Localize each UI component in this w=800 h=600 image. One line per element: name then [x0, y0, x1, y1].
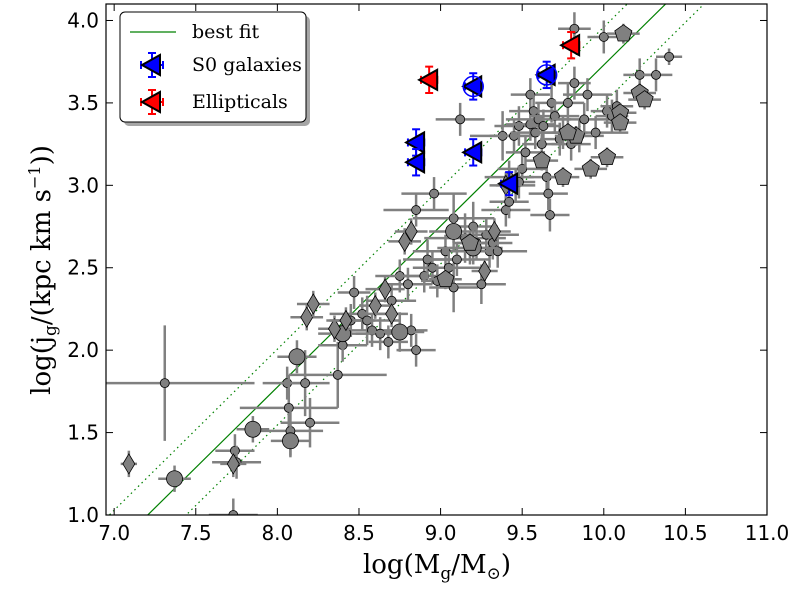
galaxy-point-diamond [220, 450, 247, 478]
galaxy-point-diamond [120, 450, 138, 478]
galaxy-point-circle [528, 177, 568, 211]
data-points-layer [106, 12, 683, 515]
s0-galaxy-point [497, 171, 519, 197]
galaxy-point-circle [280, 397, 340, 448]
galaxy-point-circle [435, 102, 485, 136]
galaxy-point-diamond [375, 300, 408, 328]
galaxy-point-circle [396, 333, 436, 367]
s0-highlight-ring [535, 64, 558, 86]
galaxy-point-circle [509, 94, 559, 128]
galaxy-point-circle [106, 325, 255, 441]
axis-ticks: 7.0 7.5 8.0 8.5 9.0 9.5 10.0 10.5 11.0 1.0 1.5 2.0 2… [67, 4, 789, 545]
y-axis-label: log(jg/(kpc km s−1)) [25, 145, 61, 395]
galaxy-point-pentagon [590, 147, 624, 168]
galaxy-point-big-circle [158, 465, 191, 492]
x-tick-label: 9.5 [506, 521, 538, 545]
galaxy-point-pentagon [453, 233, 487, 253]
galaxy-point-circle [551, 83, 585, 123]
x-tick-label: 7.5 [180, 521, 212, 545]
legend-elliptical-marker [139, 89, 164, 115]
y-tick-label: 1.0 [67, 503, 99, 527]
galaxy-point-circle [656, 48, 683, 65]
x-tick-label: 7.0 [98, 521, 130, 545]
galaxy-point-pentagon [607, 23, 640, 44]
x-tick-label: 9.0 [425, 521, 457, 545]
galaxy-point-pentagon [603, 112, 637, 133]
x-tick-label: 11.0 [745, 521, 790, 545]
x-tick-label: 8.0 [261, 521, 293, 545]
galaxy-point-big-circle [277, 340, 317, 374]
x-tick-label: 10.5 [663, 521, 708, 545]
galaxy-point-diamond [329, 307, 363, 334]
galaxy-point-circle [562, 78, 612, 112]
galaxy-point-diamond [471, 260, 498, 282]
galaxy-point-diamond [290, 304, 324, 331]
galaxy-point-diamond [358, 292, 392, 319]
galaxy-point-circle [401, 177, 467, 211]
galaxy-point-circle [429, 262, 479, 313]
legend-label-s0: S0 galaxies [192, 54, 302, 76]
galaxy-point-circle [530, 198, 570, 232]
galaxy-point-circle [383, 193, 449, 227]
y-tick-label: 4.0 [67, 8, 99, 32]
legend: best fit S0 galaxies Ellipticals [119, 11, 310, 126]
s0-galaxy-point [461, 138, 483, 167]
galaxy-point-pentagon [551, 122, 585, 143]
galaxy-point-diamond [478, 218, 511, 245]
galaxy-point-circle [639, 58, 673, 92]
galaxy-point-circle [337, 275, 371, 309]
galaxy-point-circle [587, 20, 621, 54]
y-tick-label: 1.5 [67, 421, 99, 445]
elliptical-point [417, 65, 439, 95]
galaxy-point-circle [505, 135, 546, 169]
y-tick-label: 3.0 [67, 173, 99, 197]
galaxy-point-diamond [394, 218, 428, 245]
elliptical-point [559, 31, 581, 60]
galaxy-point-circle [280, 350, 330, 417]
legend-label-elliptical: Ellipticals [192, 91, 288, 113]
galaxy-point-big-circle [236, 416, 270, 443]
galaxy-point-pentagon [429, 269, 462, 290]
s0-galaxy-point [534, 60, 556, 90]
x-tick-label: 10.0 [582, 521, 627, 545]
galaxy-point-pentagon [628, 89, 661, 110]
best-fit-layer [108, 4, 705, 515]
galaxy-point-diamond [296, 290, 330, 318]
legend-label-fit: best fit [192, 21, 260, 43]
s0-galaxy-point [404, 128, 426, 157]
galaxy-point-diamond [365, 275, 405, 303]
best-fit-line [146, 4, 667, 515]
s0-highlight-ring [462, 75, 484, 98]
x-axis-label: log(Mg/M⊙) [363, 550, 511, 584]
y-tick-label: 3.5 [67, 91, 99, 115]
galaxy-point-circle [510, 78, 550, 112]
galaxy-point-pentagon [574, 158, 608, 179]
y-tick-label: 2.0 [67, 338, 99, 362]
s0-galaxy-point [404, 148, 426, 177]
galaxy-point-circle [208, 498, 258, 515]
y-tick-label: 2.5 [67, 256, 99, 280]
galaxy-point-big-circle [270, 424, 311, 458]
legend-s0-marker [139, 52, 164, 78]
plot-frame [105, 3, 768, 516]
galaxy-point-big-circle [375, 312, 425, 352]
s0-galaxy-point [461, 72, 483, 101]
galaxy-point-pentagon [546, 167, 580, 187]
galaxy-point-big-circle [429, 211, 479, 252]
galaxy-point-circle [288, 341, 387, 408]
galaxy-point-pentagon [525, 150, 559, 171]
x-tick-label: 8.5 [343, 521, 375, 545]
